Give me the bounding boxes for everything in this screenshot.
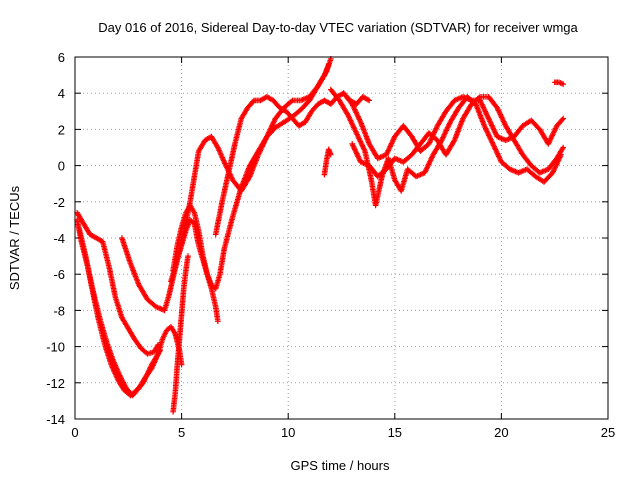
plus-marker [185,253,191,259]
series-13 [551,79,566,87]
y-tick-label: 2 [58,122,65,137]
x-axis-label: GPS time / hours [291,458,390,473]
series-9 [321,146,334,178]
plus-marker [250,98,256,105]
plus-marker [328,151,334,158]
x-tick-label: 5 [178,425,185,440]
plus-marker [215,318,221,325]
series-7 [168,56,334,285]
x-tick-label: 25 [601,425,615,440]
y-tick-label: 0 [58,159,65,174]
series-2 [74,209,161,357]
x-tick-label: 20 [494,425,508,440]
y-axis-label: SDTVAR / TECUs [7,185,22,290]
series-10 [328,86,564,209]
y-tick-label: -6 [53,267,65,282]
y-tick-label: -4 [53,231,65,246]
x-tick-label: 0 [71,425,78,440]
series-11 [340,90,566,162]
chart-title: Day 016 of 2016, Sidereal Day-to-day VTE… [98,20,578,35]
plus-marker [366,97,372,104]
plus-marker [476,95,482,101]
y-tick-label: -10 [46,340,65,355]
y-tick-label: 6 [58,50,65,65]
series-12 [349,94,566,180]
plus-marker [560,115,566,122]
y-tick-label: -8 [53,303,65,318]
x-tick-label: 15 [388,425,402,440]
x-tick-label: 10 [281,425,295,440]
series-4 [170,253,191,415]
y-tick-label: -12 [46,376,65,391]
grid [75,57,608,419]
plot-frame [74,56,609,420]
y-tick-label: 4 [58,86,65,101]
plus-marker [157,347,164,353]
plus-marker [155,342,161,348]
y-tick-label: -14 [46,412,65,427]
y-tick-label: -2 [53,195,65,210]
plus-marker [559,116,565,123]
plus-marker [560,144,566,151]
data-series [74,56,566,415]
plus-marker [560,81,566,87]
series-3 [76,226,164,399]
axis-ticks: 0 5 10 15 20 25 -14 -12 -10 -8 -6 -4 -2 0 2 4 6 [46,50,615,440]
